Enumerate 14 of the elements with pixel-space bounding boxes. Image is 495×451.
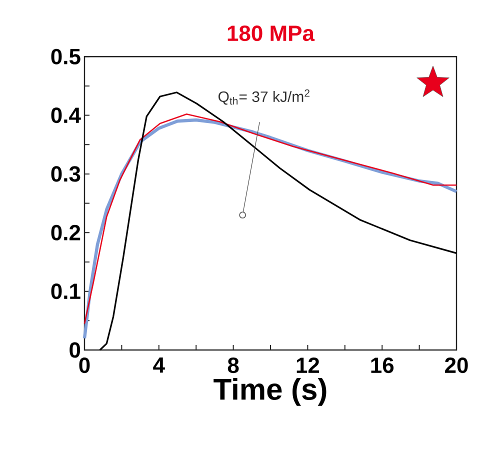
y-tick-label: 0 (70, 342, 80, 358)
x-axis-title: Time (s) (214, 378, 326, 406)
y-tick-label: 0.3 (51, 166, 80, 182)
y-tick-label: 0.1 (51, 284, 80, 300)
x-tick-label: 4 (153, 358, 165, 373)
y-tick-label: 0.5 (51, 48, 80, 64)
y-tick-label: 0.4 (51, 107, 81, 124)
y-tick-label: 0.2 (51, 224, 80, 240)
x-tick-label: 20 (445, 358, 468, 374)
x-tick-label: 12 (296, 358, 320, 373)
x-tick-label: 16 (371, 358, 394, 374)
annotation: Q$_{th}$= 37 kJ/m$^{2}$ (218, 89, 310, 105)
chart-title: 180 MPa (228, 26, 315, 42)
x-tick-label: 8 (228, 358, 239, 374)
